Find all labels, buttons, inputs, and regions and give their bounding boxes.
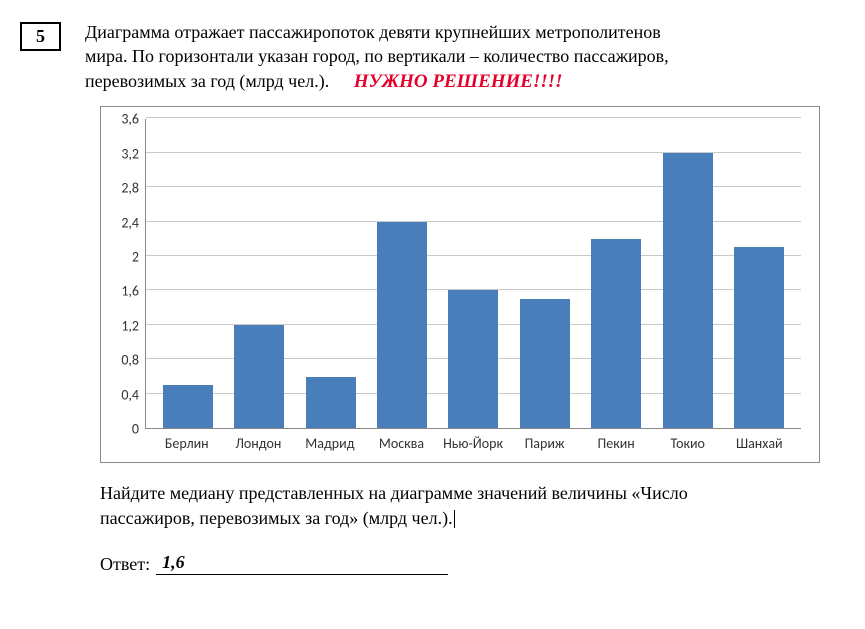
question-text: Найдите медиану представленных на диагра… <box>100 481 820 530</box>
problem-header: 5 Диаграмма отражает пассажиропоток девя… <box>20 20 845 94</box>
x-tick-label: Токио <box>652 435 724 452</box>
question-line2: пассажиров, перевозимых за год» (млрд че… <box>100 508 453 528</box>
bar <box>591 239 641 428</box>
y-tick-label: 1,6 <box>121 283 139 300</box>
x-axis-labels: БерлинЛондонМадридМоскваНью-ЙоркПарижПек… <box>145 429 801 452</box>
bars-group <box>146 119 801 428</box>
problem-line2: мира. По горизонтали указан город, по ве… <box>85 46 669 66</box>
x-tick-label: Мадрид <box>294 435 366 452</box>
answer-label: Ответ: <box>100 554 150 575</box>
problem-line1: Диаграмма отражает пассажиропоток девяти… <box>85 22 661 42</box>
question-line1: Найдите медиану представленных на диагра… <box>100 483 688 503</box>
x-tick-label: Шанхай <box>724 435 796 452</box>
bar <box>663 153 713 429</box>
bar <box>377 222 427 429</box>
plot-area <box>145 119 801 429</box>
bar <box>163 385 213 428</box>
x-tick-label: Москва <box>366 435 438 452</box>
bar <box>234 325 284 428</box>
answer-row: Ответ: 1,6 <box>100 552 845 575</box>
red-note: НУЖНО РЕШЕНИЕ!!!! <box>354 71 563 92</box>
text-cursor <box>454 510 455 528</box>
problem-line3: перевозимых за год (млрд чел.). <box>85 71 329 91</box>
x-tick-label: Нью-Йорк <box>437 435 509 452</box>
y-tick-label: 3,2 <box>121 145 139 162</box>
y-axis: 00,40,81,21,622,42,83,23,6 <box>111 119 145 429</box>
y-tick-label: 1,2 <box>121 317 139 334</box>
bar <box>306 377 356 429</box>
answer-value: 1,6 <box>156 552 448 575</box>
gridline <box>146 117 801 118</box>
x-tick-label: Лондон <box>223 435 295 452</box>
y-tick-label: 0,8 <box>121 352 139 369</box>
x-tick-label: Париж <box>509 435 581 452</box>
y-tick-label: 2 <box>132 249 139 266</box>
problem-text: Диаграмма отражает пассажиропоток девяти… <box>85 20 669 94</box>
y-tick-label: 0 <box>132 421 139 438</box>
y-tick-label: 3,6 <box>121 111 139 128</box>
y-tick-label: 0,4 <box>121 386 139 403</box>
problem-number: 5 <box>20 22 61 51</box>
x-tick-label: Пекин <box>580 435 652 452</box>
x-tick-label: Берлин <box>151 435 223 452</box>
bar <box>520 299 570 428</box>
chart-plot: 00,40,81,21,622,42,83,23,6 <box>111 119 801 429</box>
bar <box>448 290 498 428</box>
y-tick-label: 2,4 <box>121 214 139 231</box>
bar <box>734 247 784 428</box>
y-tick-label: 2,8 <box>121 180 139 197</box>
chart-container: 00,40,81,21,622,42,83,23,6 БерлинЛондонМ… <box>100 106 820 463</box>
